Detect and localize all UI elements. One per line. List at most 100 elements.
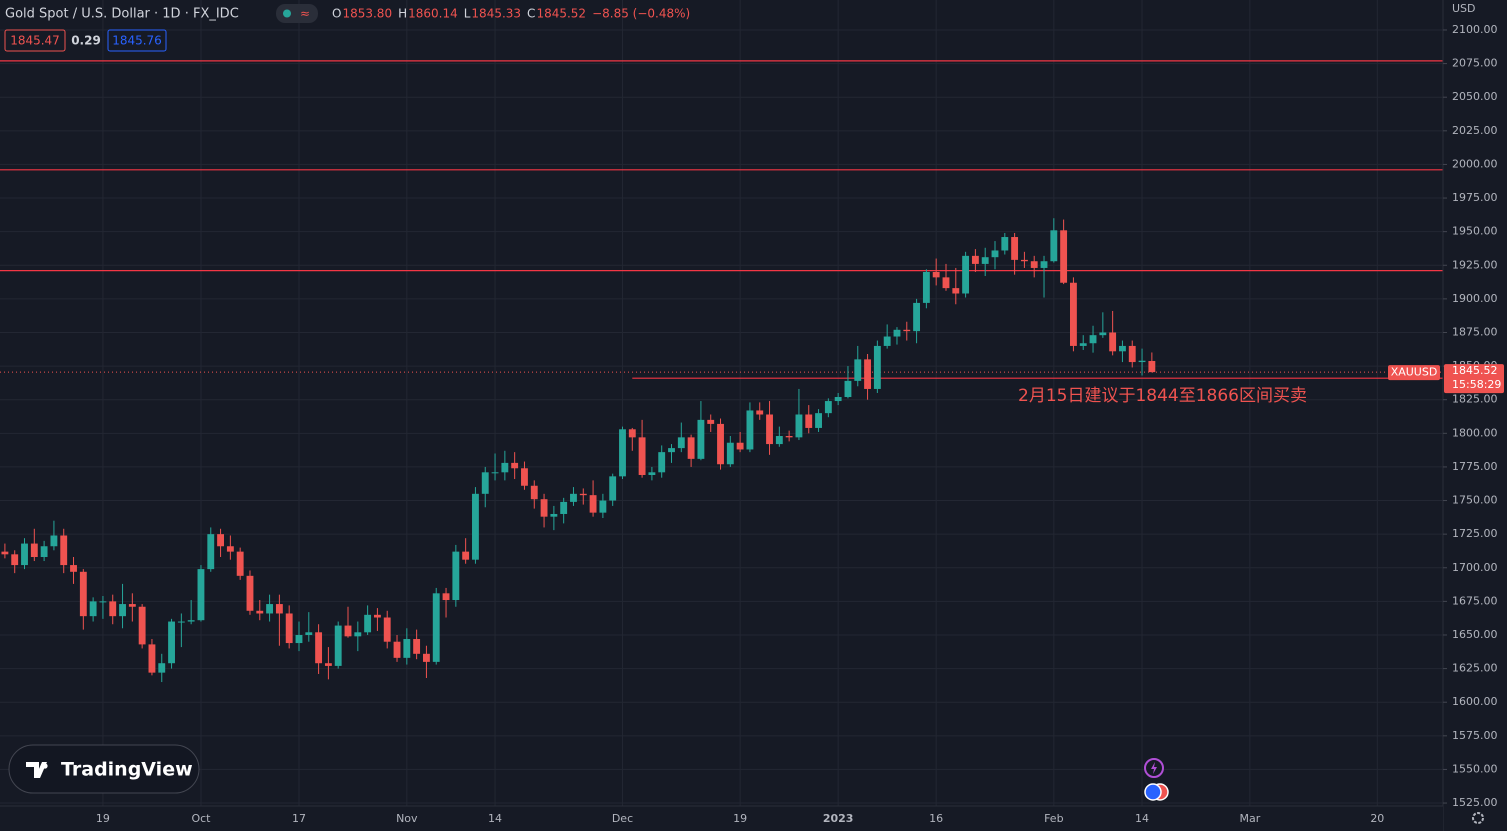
x-tick-label: 16 [929,812,943,825]
event-bolt [1151,762,1157,774]
y-tick-label: 1925.00 [1452,258,1498,271]
candle-body [638,437,646,475]
candle-body [177,621,185,623]
candle-body [521,468,528,486]
candle-body [383,617,391,642]
candle-body [256,610,264,614]
logo-badge[interactable]: TradingView [8,744,200,794]
candle-body [756,410,764,415]
countdown: 15:58:29 [1452,378,1501,391]
candle-body [315,632,323,664]
candle-body [285,613,293,644]
y-tick-label: 1550.00 [1452,762,1498,775]
candle-body [766,414,773,445]
candle-body [99,601,107,603]
candle-body [364,614,372,633]
candle-body [795,414,803,438]
chart-title[interactable]: Gold Spot / U.S. Dollar · 1D · FX_IDC [5,7,239,22]
settings-icon[interactable] [1472,812,1484,824]
candle-body [903,329,911,332]
candle-body [148,644,156,673]
candle-body [560,501,568,514]
bid-box[interactable] [4,29,66,52]
ohlc-legend: O 1853.80 H 1860.14 L 1845.33 C 1845.52 −8.85 (−… [332,7,690,21]
logo-mark [26,762,47,778]
candle-body [981,257,989,264]
legend-value: 1845.52 [536,7,586,21]
candle-body [452,551,460,601]
candle-body [472,493,479,560]
candle-body [648,472,656,475]
x-tick-label: Oct [191,812,211,825]
candle-body [815,413,822,428]
logo-bg [8,744,200,794]
y-tick-label: 1600.00 [1452,695,1498,708]
candle-body [697,419,705,459]
x-tick-label: 14 [488,812,502,825]
candle-body [952,288,960,294]
time-axis [0,806,1443,831]
candle-body [1020,259,1028,262]
candle-body [462,551,470,560]
candle-body [619,429,626,477]
candle-body [1001,237,1009,251]
candle-body [746,410,754,450]
legend-change: −8.85 (−0.48%) [592,7,690,21]
candle-body [403,639,411,658]
candle-body [158,663,166,673]
candle-body [1040,261,1048,268]
candle-body [599,500,607,513]
candle-body [540,499,548,517]
candle-body [932,271,940,278]
candle-body [775,436,783,445]
x-tick-label: 20 [1370,812,1384,825]
candle-body [942,277,950,289]
y-tick-label: 1675.00 [1452,594,1498,607]
candle-body [432,593,440,662]
candle-body [1011,237,1019,260]
candle-body [579,493,587,496]
x-tick-label: 2023 [823,812,854,825]
candle-body [883,336,891,346]
candles [1,218,1156,683]
candle-body [21,543,28,566]
legend-key: O [332,7,341,21]
candle-body [834,397,842,402]
candle-body [324,663,332,666]
candle-body [893,329,901,337]
candle-body [687,437,695,459]
y-tick-label: 1725.00 [1452,527,1498,540]
candle-body [295,634,303,644]
candle-body [1109,332,1117,352]
symbol-tag [1388,365,1440,381]
ask-box[interactable] [107,29,167,52]
candle-body [236,551,244,576]
candle-body [854,359,862,381]
candle-body [70,565,77,572]
candle-body [785,436,793,438]
candle-body [334,625,342,666]
y-tick-label: 1775.00 [1452,460,1498,473]
y-tick-label: 2000.00 [1452,157,1498,170]
candle-body [1,551,9,555]
event-icons[interactable] [1144,758,1169,801]
candle-body [824,401,832,414]
candle-body [491,472,499,474]
x-tick-label: Dec [612,812,633,825]
y-tick-label: 2025.00 [1452,124,1498,137]
candle-body [442,593,450,601]
annotation: 2月15日建议于1844至1866区间买卖 [1018,386,1307,406]
status-badge[interactable]: ≈ [276,4,318,23]
y-tick-label: 2050.00 [1452,90,1498,103]
y-tick-label: 1800.00 [1452,426,1498,439]
candle-body [40,546,48,558]
candle-body [1089,335,1097,344]
x-tick-label: 14 [1135,812,1149,825]
candle-body [1050,230,1058,262]
candle-body [922,271,930,303]
candle-body [844,380,852,398]
candle-body [1148,360,1156,373]
y-tick-label: 2075.00 [1452,57,1498,70]
